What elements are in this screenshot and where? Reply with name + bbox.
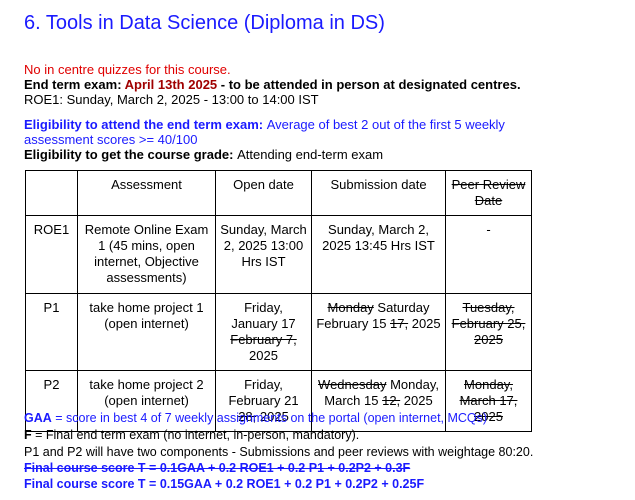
row-submission: Monday Saturday February 15 17, 2025 [311,293,446,371]
eligibility-grade-label: Eligibility to get the course grade: [24,147,238,162]
submission-struck: Wednesday [318,377,387,392]
p-line: P1 and P2 will have two components - Sub… [24,445,534,459]
submission-mid: Monday, March 15 [324,377,439,408]
row-id: ROE1 [25,215,78,294]
end-term-date: April 13th 2025 [124,77,218,92]
table-row: P1 take home project 1 (open internet) F… [25,293,532,371]
end-term-rest: - to be attended in person at designated… [217,77,521,92]
header-assessment: Assessment [77,170,216,216]
submission-struck2: 12, [382,393,401,408]
gaa-line: GAA = score in best 4 of 7 weekly assign… [24,410,487,426]
row-open-date: Sunday, March 2, 2025 13:00 Hrs IST [215,215,312,294]
formula-new: Final course score T = 0.15GAA + 0.2 ROE… [24,477,425,491]
eligibility-grade-text: Attending end-term exam [237,147,384,162]
header-open-date: Open date [215,170,312,216]
submission-post: 2025 [408,316,441,331]
end-term-line: End term exam: April 13th 2025 - to be a… [24,77,521,92]
row-open-date: Friday, February 21 28, 2025 [215,370,312,432]
submission-struck2: 17, [390,316,409,331]
row-peer-review: Monday, March 17, 2025 [445,370,532,432]
header-col0 [25,170,78,216]
submission-mid: Saturday February 15 [316,300,430,331]
table-header-row: Assessment Open date Submission date Pee… [25,170,532,216]
open-date-struck: 28, [238,409,257,424]
submission-struck: Monday [327,300,374,315]
open-date-post: 2025 [249,348,278,363]
table-row: P2 take home project 2 (open internet) F… [25,370,532,432]
row-open-date: Friday, January 17 February 7, 2025 [215,293,312,371]
open-date-pre: Friday, January 17 [231,300,296,331]
formula-old: Final course score T = 0.1GAA + 0.2 ROE1… [24,461,411,475]
row-assessment: take home project 1 (open internet) [77,293,216,371]
gaa-text: = score in best 4 of 7 weekly assignment… [51,411,488,425]
row-id: P1 [25,293,78,371]
eligibility-exam-text: Average of best 2 out of the first 5 wee… [24,117,505,147]
row-submission: Wednesday Monday, March 15 12, 2025 [311,370,446,432]
no-quiz-notice: No in centre quizzes for this course. [24,62,231,77]
open-date-post: 2025 [256,409,289,424]
assessment-table: Assessment Open date Submission date Pee… [25,170,532,432]
gaa-label: GAA [24,411,52,425]
f-text: = Final end term exam (no internet, in-p… [31,428,360,442]
f-line: F = Final end term exam (no internet, in… [24,427,359,443]
eligibility-grade: Eligibility to get the course grade: Att… [24,147,383,162]
row-id: P2 [25,370,78,432]
table-row: ROE1 Remote Online Exam 1 (45 mins, open… [25,215,532,294]
header-peer-review: Peer Review Date [445,170,532,216]
open-date-struck: February 7, [230,332,297,347]
open-date-pre: Friday, February 21 [228,377,299,408]
row-assessment: take home project 2 (open internet) [77,370,216,432]
roe1-line: ROE1: Sunday, March 2, 2025 - 13:00 to 1… [24,92,319,107]
row-assessment: Remote Online Exam 1 (45 mins, open inte… [77,215,216,294]
f-label: F [24,428,32,442]
header-submission-date: Submission date [311,170,446,216]
row-submission: Sunday, March 2, 2025 13:45 Hrs IST [311,215,446,294]
row-peer-review: - [445,215,532,294]
row-peer-review: Tuesday, February 25, 2025 [445,293,532,371]
eligibility-exam: Eligibility to attend the end term exam:… [24,117,514,147]
page-title: 6. Tools in Data Science (Diploma in DS) [24,12,385,34]
end-term-label: End term exam: [24,77,125,92]
submission-post: 2025 [400,393,433,408]
eligibility-exam-label: Eligibility to attend the end term exam: [24,117,267,132]
